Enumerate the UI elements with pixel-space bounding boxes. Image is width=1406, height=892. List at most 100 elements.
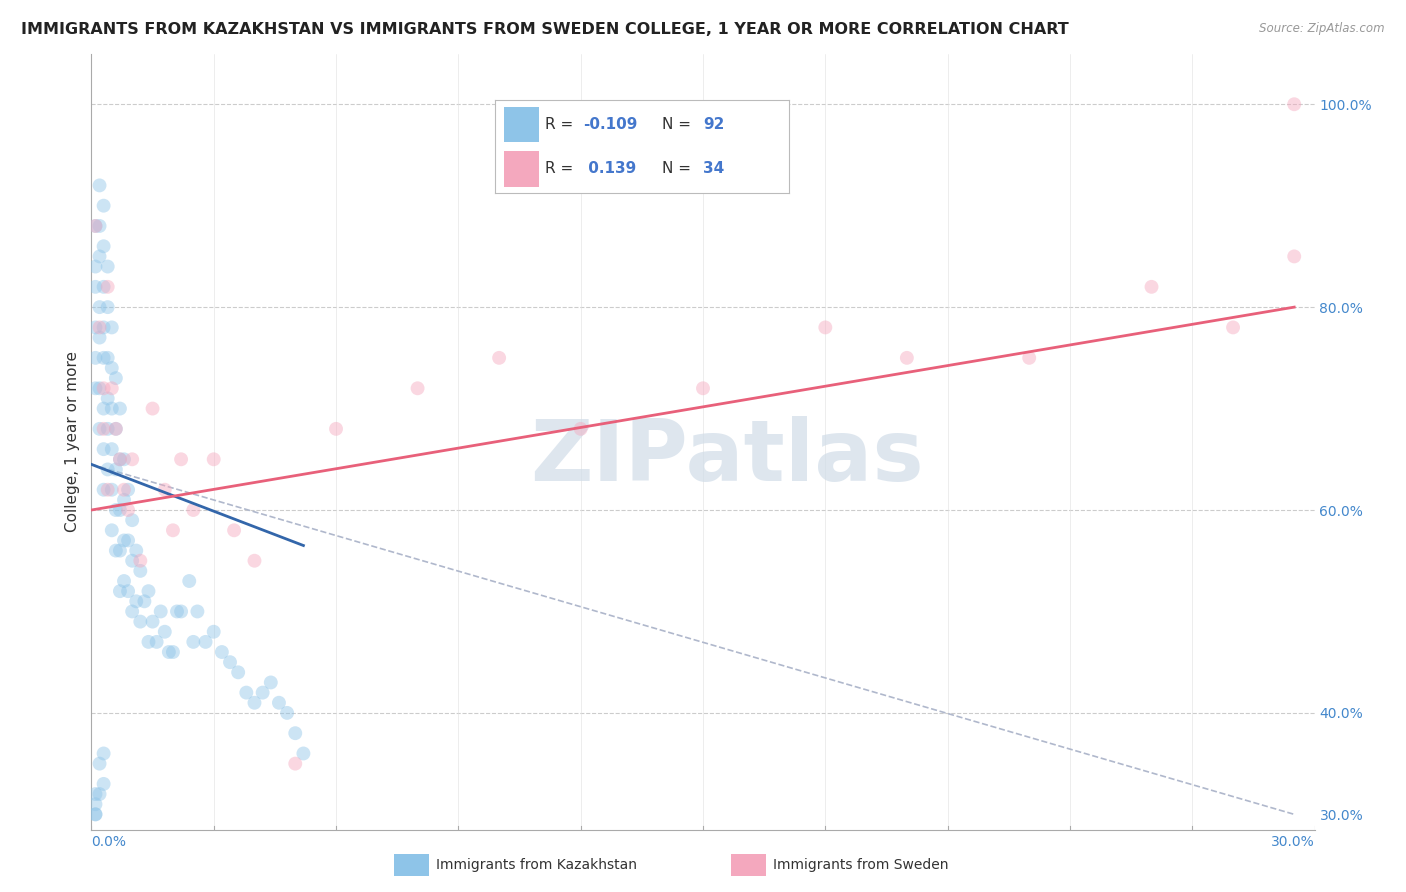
Point (243, 554, 266, 568)
Point (1222, 320, 1244, 334)
Point (93, 280, 115, 294)
Point (89, 178, 111, 193)
Point (101, 361, 124, 376)
Point (896, 351, 918, 365)
Point (141, 401, 163, 416)
Point (93, 747, 115, 761)
Point (97, 280, 120, 294)
Text: ZIPatlas: ZIPatlas (530, 416, 924, 499)
Point (814, 320, 837, 334)
Point (93, 351, 115, 365)
Point (97, 351, 120, 365)
Point (93, 401, 115, 416)
Point (89, 249, 111, 263)
Point (101, 320, 124, 334)
Point (125, 594, 148, 608)
Text: Immigrants from Kazakhstan: Immigrants from Kazakhstan (436, 858, 637, 872)
Point (112, 452, 135, 467)
Point (84, 807, 107, 822)
Point (121, 513, 143, 527)
Point (104, 422, 127, 436)
Point (211, 645, 233, 659)
Text: Source: ZipAtlas.com: Source: ZipAtlas.com (1260, 22, 1385, 36)
Point (134, 594, 156, 608)
Point (97, 300, 120, 314)
Point (129, 615, 152, 629)
Point (108, 452, 131, 467)
Point (117, 584, 139, 599)
Point (84, 351, 107, 365)
Point (101, 524, 124, 538)
Point (117, 533, 139, 548)
Point (84, 280, 107, 294)
Point (93, 381, 115, 395)
Point (104, 371, 127, 385)
Point (93, 483, 115, 497)
Point (89, 381, 111, 395)
Point (121, 554, 143, 568)
Point (84, 797, 107, 812)
Text: Immigrants from Sweden: Immigrants from Sweden (773, 858, 949, 872)
Point (406, 381, 429, 395)
Point (141, 615, 163, 629)
Point (222, 524, 246, 538)
Point (1018, 351, 1040, 365)
Point (157, 645, 180, 659)
Text: IMMIGRANTS FROM KAZAKHSTAN VS IMMIGRANTS FROM SWEDEN COLLEGE, 1 YEAR OR MORE COR: IMMIGRANTS FROM KAZAKHSTAN VS IMMIGRANTS… (21, 22, 1069, 37)
Point (84, 219, 107, 233)
Text: 0.0%: 0.0% (91, 835, 127, 848)
Point (179, 574, 201, 588)
Point (292, 747, 315, 761)
Point (93, 422, 115, 436)
Point (183, 635, 205, 649)
Point (93, 199, 115, 213)
Point (104, 503, 127, 517)
Point (145, 635, 167, 649)
Point (84, 320, 107, 334)
Point (104, 462, 127, 476)
Point (84, 260, 107, 274)
Point (84, 787, 107, 801)
Point (117, 503, 139, 517)
Point (97, 483, 120, 497)
Point (112, 533, 135, 548)
Point (186, 604, 208, 618)
Point (166, 604, 188, 618)
Point (93, 442, 115, 457)
Point (235, 685, 257, 699)
Point (108, 584, 131, 599)
Point (101, 442, 124, 457)
Point (108, 543, 131, 558)
Point (149, 604, 172, 618)
Point (1140, 280, 1163, 294)
Point (153, 624, 176, 639)
Point (162, 524, 184, 538)
Point (101, 483, 124, 497)
Point (1282, 249, 1305, 263)
Point (89, 330, 111, 344)
Point (194, 635, 217, 649)
Point (89, 219, 111, 233)
Point (243, 696, 266, 710)
Point (1282, 97, 1305, 112)
Point (112, 574, 135, 588)
Text: 30.0%: 30.0% (1271, 835, 1315, 848)
Point (121, 604, 143, 618)
Point (93, 239, 115, 253)
Point (692, 381, 714, 395)
Point (129, 554, 152, 568)
Point (93, 777, 115, 791)
Point (170, 604, 193, 618)
Point (108, 401, 131, 416)
Point (101, 381, 124, 395)
Point (138, 635, 160, 649)
Point (284, 726, 307, 740)
Point (325, 422, 347, 436)
Point (267, 696, 290, 710)
Y-axis label: College, 1 year or more: College, 1 year or more (65, 351, 80, 532)
Point (569, 422, 592, 436)
Point (260, 675, 283, 690)
Point (219, 655, 242, 669)
Point (97, 260, 120, 274)
Point (101, 401, 124, 416)
